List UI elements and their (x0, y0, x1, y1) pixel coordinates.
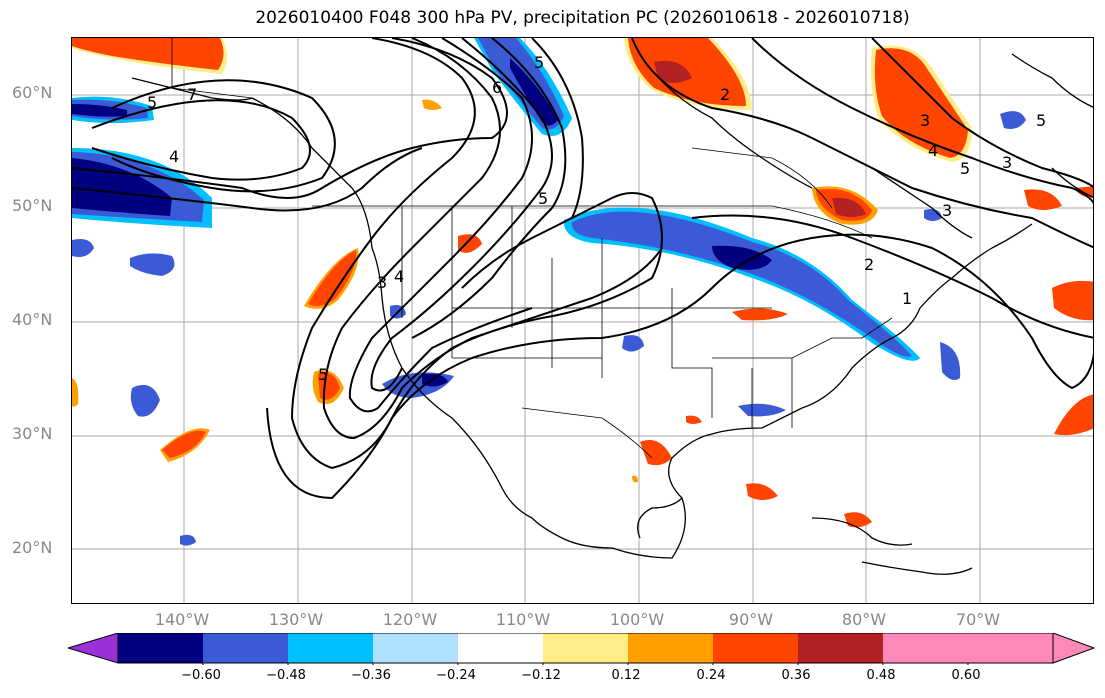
colorbar-swatch (373, 633, 458, 663)
colorbar-swatch (118, 633, 203, 663)
lon-label-90w: 90°W (728, 610, 774, 629)
graticule (72, 38, 1093, 603)
lat-label-20n: 20°N (12, 538, 53, 557)
lon-label-130w: 130°W (268, 610, 324, 629)
lon-label-100w: 100°W (609, 610, 665, 629)
lon-label-140w: 140°W (154, 610, 210, 629)
contour-label: 3 (920, 111, 930, 130)
contour-label: 2 (864, 255, 874, 274)
contour-label: 3 (942, 201, 952, 220)
pv-contours (72, 38, 1093, 500)
colorbar-swatch (543, 633, 628, 663)
contour-label: 2 (720, 85, 730, 104)
colorbar-tick-label: 0.24 (696, 668, 726, 683)
colorbar-swatch (68, 633, 119, 664)
contour-label: 1 (902, 289, 912, 308)
contour-label: 5 (960, 159, 970, 178)
lon-label-80w: 80°W (841, 610, 887, 629)
colorbar-swatch (883, 633, 1053, 663)
lat-label-40n: 40°N (12, 310, 53, 329)
map-canvas: 7 5 4 6 5 5 3 4 5 2 3 4 5 3 2 1 5 3 (72, 38, 1093, 603)
lon-label-120w: 120°W (382, 610, 438, 629)
lat-label-30n: 30°N (12, 424, 53, 443)
contour-labels: 7 5 4 6 5 5 3 4 5 2 3 4 5 3 2 1 5 3 (147, 53, 1046, 384)
map-panel[interactable]: 7 5 4 6 5 5 3 4 5 2 3 4 5 3 2 1 5 3 (71, 37, 1094, 604)
contour-label: 3 (377, 273, 387, 292)
contour-label: 5 (1036, 111, 1046, 130)
colorbar-tick-label: 0.12 (611, 668, 641, 683)
colorbar-tick-label: −0.48 (266, 668, 306, 683)
colorbar-swatch (458, 633, 543, 663)
map-title: 2026010400 F048 300 hPa PV, precipitatio… (255, 8, 910, 28)
contour-label: 5 (318, 365, 328, 384)
colorbar-swatch (713, 633, 798, 663)
colorbar-swatch (798, 633, 883, 663)
contour-label: 6 (492, 78, 502, 97)
colorbar-swatch (1052, 633, 1096, 664)
contour-label: 5 (534, 53, 544, 72)
lon-label-70w: 70°W (955, 610, 1001, 629)
colorbar-tick-label: −0.24 (436, 668, 476, 683)
negative-precip-anomalies (72, 38, 1026, 546)
lon-label-110w: 110°W (495, 610, 551, 629)
colorbar-tick-label: −0.36 (351, 668, 391, 683)
contour-label: 4 (928, 141, 938, 160)
colorbar-tick-label: −0.60 (181, 668, 221, 683)
contour-label: 4 (394, 267, 404, 286)
colorbar-tick-label: 0.48 (866, 668, 896, 683)
lat-label-50n: 50°N (12, 196, 53, 215)
colorbar-swatch (203, 633, 288, 663)
colorbar (68, 633, 1096, 665)
contour-label: 5 (538, 189, 548, 208)
colorbar-tick-label: 0.36 (781, 668, 811, 683)
colorbar-swatch (288, 633, 373, 663)
contour-label: 5 (147, 93, 157, 112)
contour-label: 7 (187, 85, 197, 104)
colorbar-tick-label: 0.60 (951, 668, 981, 683)
contour-label: 4 (169, 147, 179, 166)
colorbar-tick-label: −0.12 (521, 668, 561, 683)
positive-precip-anomalies (72, 38, 1093, 528)
lat-label-60n: 60°N (12, 83, 53, 102)
colorbar-swatch (628, 633, 713, 663)
contour-label: 3 (1002, 153, 1012, 172)
